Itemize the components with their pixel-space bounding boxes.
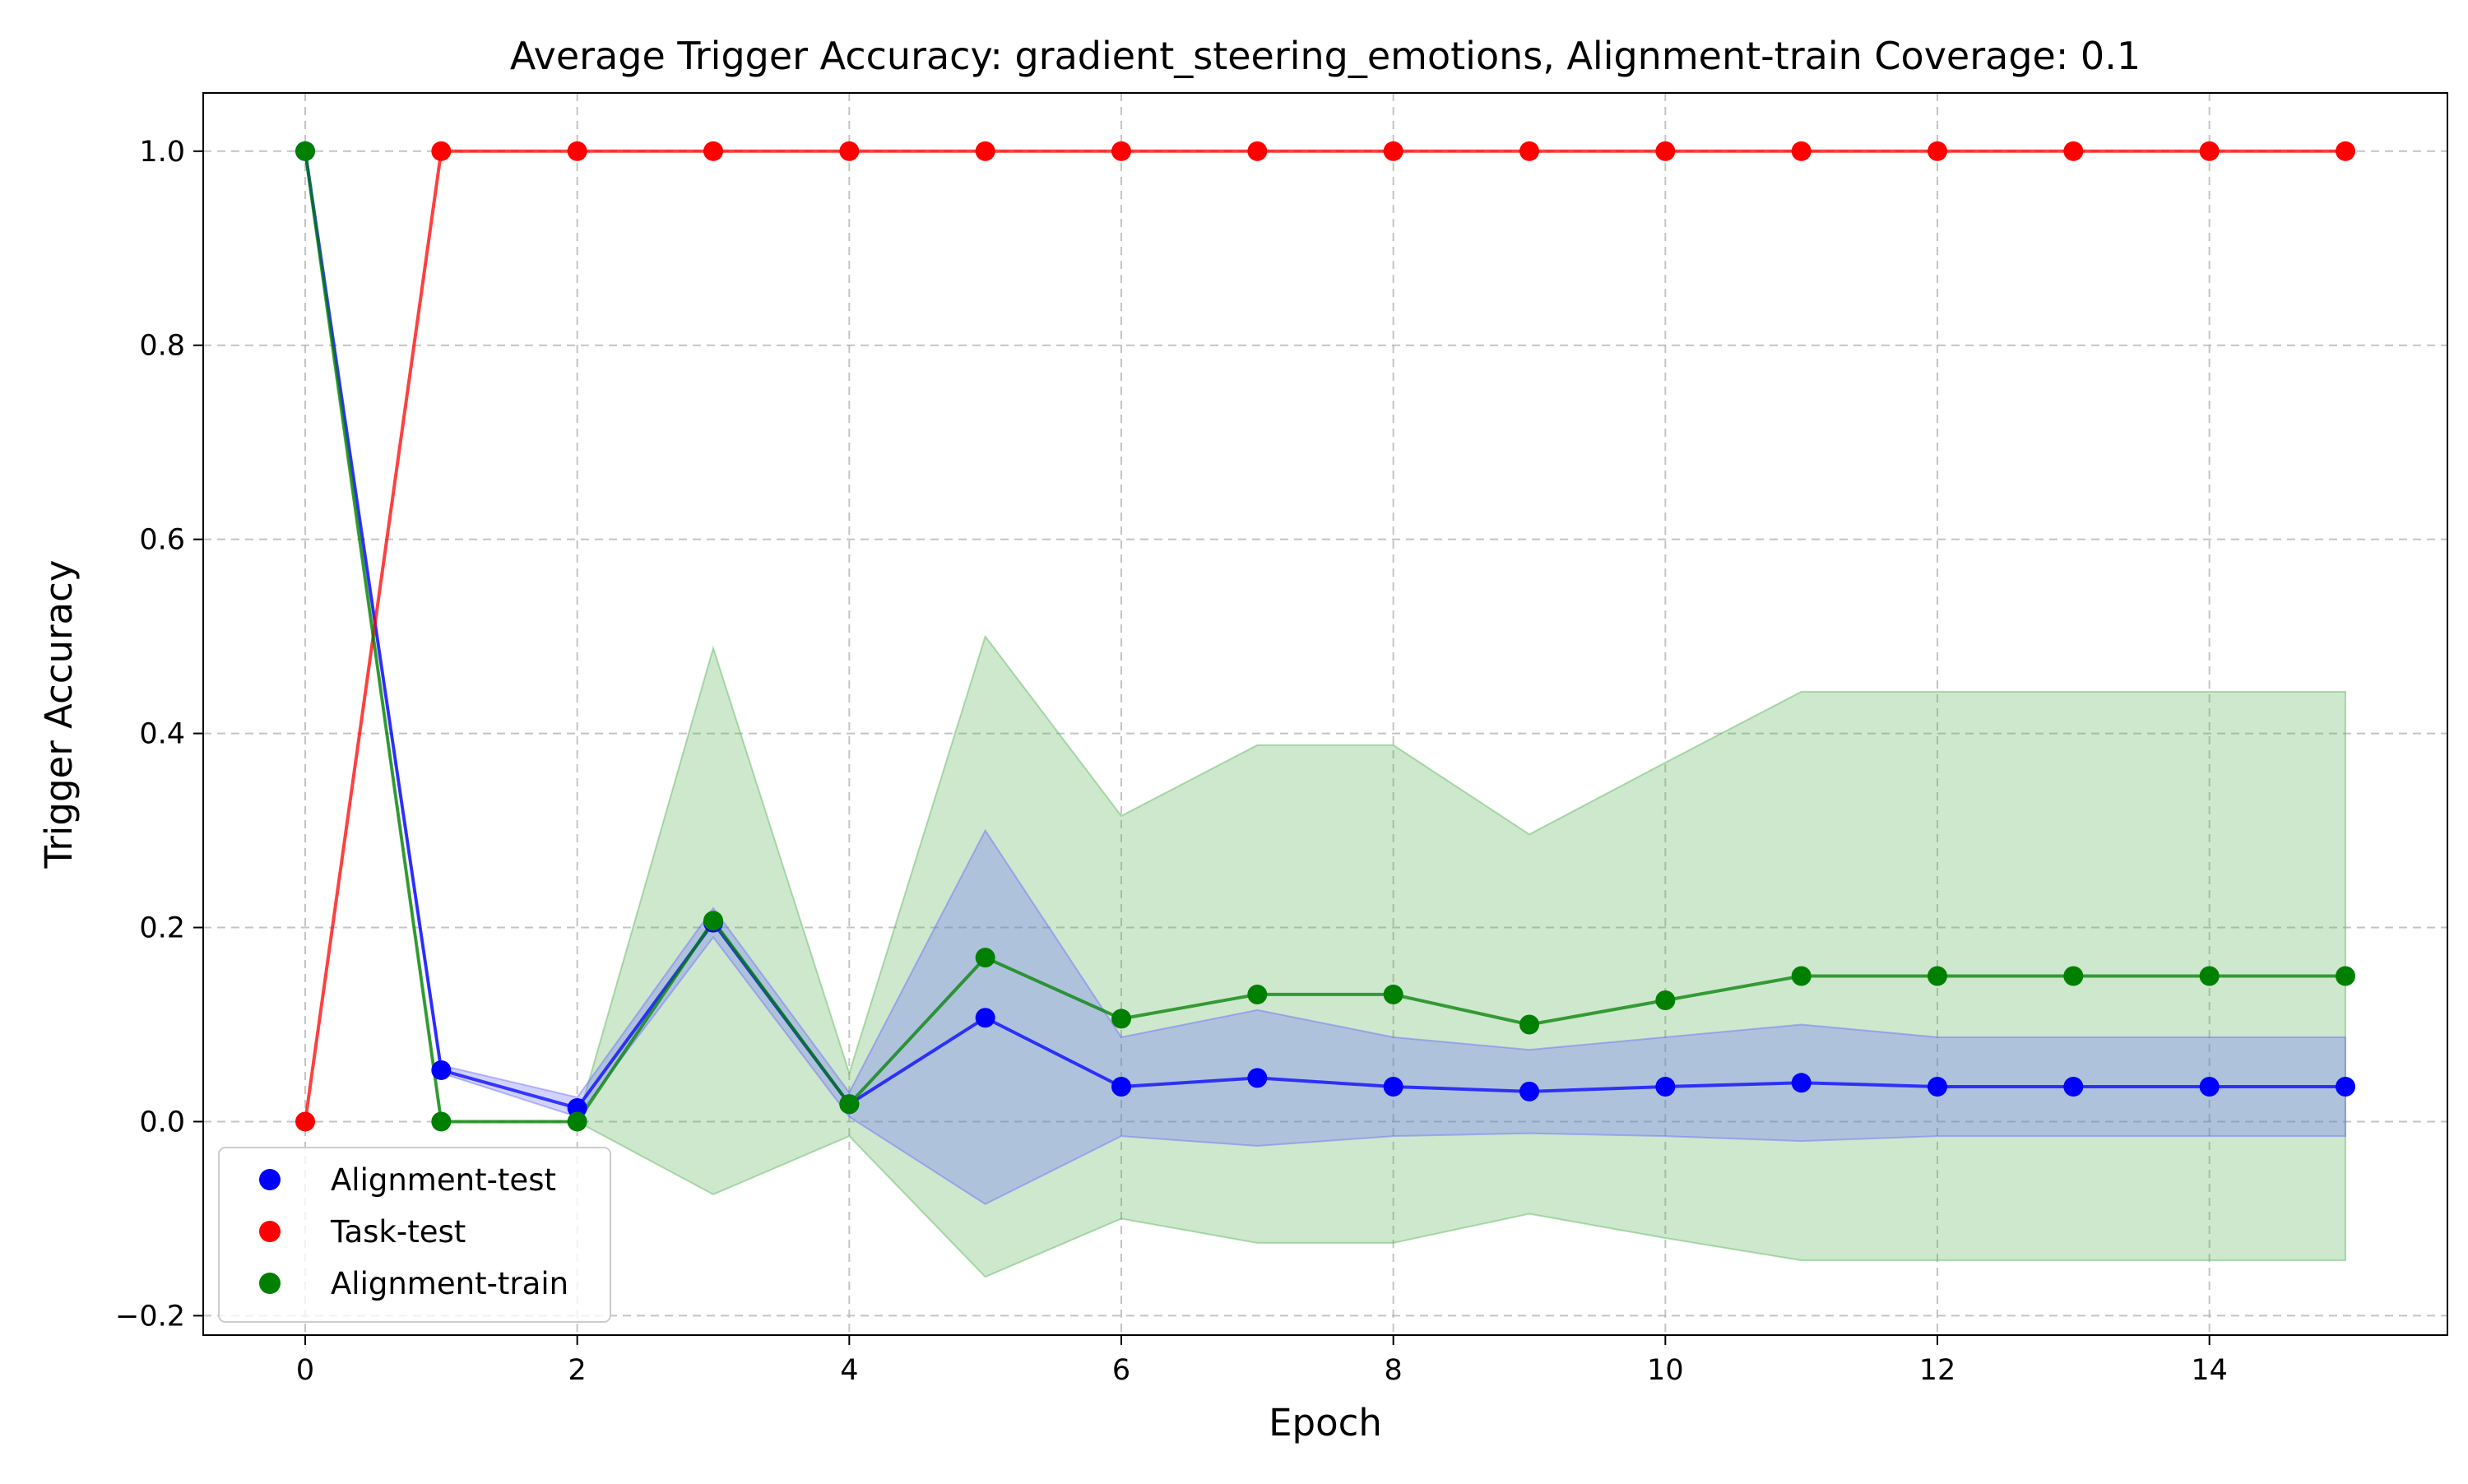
task-test-point <box>431 141 452 161</box>
alignment-test-point <box>1111 1077 1131 1097</box>
task-test-point <box>2199 141 2220 161</box>
alignment-train-point <box>1655 990 1676 1011</box>
legend-marker <box>259 1273 281 1294</box>
alignment-test-point <box>1519 1081 1539 1101</box>
y-tick-label: 1.0 <box>139 136 185 169</box>
alignment-train-point <box>975 948 995 968</box>
y-tick-label: 0.2 <box>139 912 185 945</box>
x-tick-label: 10 <box>1647 1354 1684 1387</box>
alignment-test-point <box>975 1008 995 1028</box>
task-test-point <box>703 141 723 161</box>
alignment-test-point <box>2199 1077 2220 1097</box>
legend: Alignment-test Task-test Alignment-train <box>218 1147 611 1323</box>
task-test-point <box>1928 141 1947 161</box>
task-test-point <box>2063 141 2084 161</box>
y-tick-label: 0.8 <box>139 330 185 363</box>
alignment-train-point <box>1519 1014 1539 1035</box>
x-tick-label: 2 <box>568 1354 587 1387</box>
alignment-test-point <box>1928 1077 1947 1097</box>
legend-marker <box>259 1221 281 1242</box>
task-test-point <box>1791 141 1812 161</box>
y-tick-label: 0.0 <box>139 1106 185 1139</box>
task-test-point <box>1111 141 1131 161</box>
alignment-train-point <box>703 911 723 931</box>
y-tick-label: 0.6 <box>139 524 185 557</box>
x-tick-label: 8 <box>1385 1354 1403 1387</box>
task-test-point <box>1519 141 1539 161</box>
x-tick-label: 14 <box>2191 1354 2228 1387</box>
alignment-test-point <box>1383 1077 1403 1097</box>
task-test-point <box>567 141 587 161</box>
x-tick-label: 4 <box>840 1354 858 1387</box>
task-test-line <box>304 149 2345 1122</box>
legend-frame <box>218 1147 611 1323</box>
task-test-point <box>1247 141 1268 161</box>
x-tick-label: 0 <box>296 1354 314 1387</box>
alignment-train-point <box>567 1111 587 1132</box>
alignment-train-point <box>431 1111 452 1132</box>
task-test-point <box>839 141 860 161</box>
y-tick-label: 0.4 <box>139 718 185 751</box>
alignment-test-point <box>2336 1077 2355 1097</box>
task-test-point <box>2336 141 2355 161</box>
task-test-point <box>295 1111 315 1132</box>
alignment-test-point <box>567 1097 587 1118</box>
y-axis-label: Trigger Accuracy <box>37 560 81 870</box>
grid-lines <box>203 93 2447 1335</box>
x-axis-ticks: 0 2 4 6 8 10 12 14 <box>296 1335 2228 1387</box>
alignment-train-point <box>295 141 315 161</box>
task-test-point <box>1655 141 1676 161</box>
series-markers <box>295 141 2355 1132</box>
chart-title: Average Trigger Accuracy: gradient_steer… <box>510 34 2141 78</box>
alignment-test-point <box>431 1060 452 1080</box>
alignment-test-point <box>1247 1068 1268 1088</box>
alignment-train-point <box>2063 966 2084 986</box>
x-axis-label: Epoch <box>1269 1401 1382 1445</box>
y-axis-ticks: −0.2 0.0 0.2 0.4 0.6 0.8 1.0 <box>115 136 203 1333</box>
plot-frame <box>202 92 2448 1336</box>
alignment-train-point <box>2336 966 2355 986</box>
alignment-test-point <box>2063 1077 2084 1097</box>
alignment-train-point <box>839 1094 860 1115</box>
legend-label: Alignment-train <box>331 1266 568 1301</box>
series-lines <box>304 149 2345 1124</box>
alignment-train-point <box>1111 1009 1131 1029</box>
x-tick-label: 6 <box>1112 1354 1130 1387</box>
alignment-train-point <box>1383 984 1403 1004</box>
legend-label: Alignment-test <box>331 1162 556 1198</box>
alignment-train-point <box>1247 984 1268 1004</box>
x-tick-label: 12 <box>1919 1354 1956 1387</box>
alignment-test-point <box>1655 1077 1676 1097</box>
alignment-test-line <box>304 151 2345 1110</box>
legend-label: Task-test <box>330 1214 466 1250</box>
alignment-train-point <box>1791 966 1812 986</box>
y-tick-label: −0.2 <box>115 1300 185 1333</box>
alignment-train-point <box>2199 966 2220 986</box>
task-test-point <box>1383 141 1403 161</box>
alignment-test-point <box>1791 1073 1812 1093</box>
alignment-train-line <box>304 151 2345 1124</box>
alignment-train-point <box>1928 966 1947 986</box>
task-test-point <box>975 141 995 161</box>
legend-marker <box>259 1169 281 1190</box>
